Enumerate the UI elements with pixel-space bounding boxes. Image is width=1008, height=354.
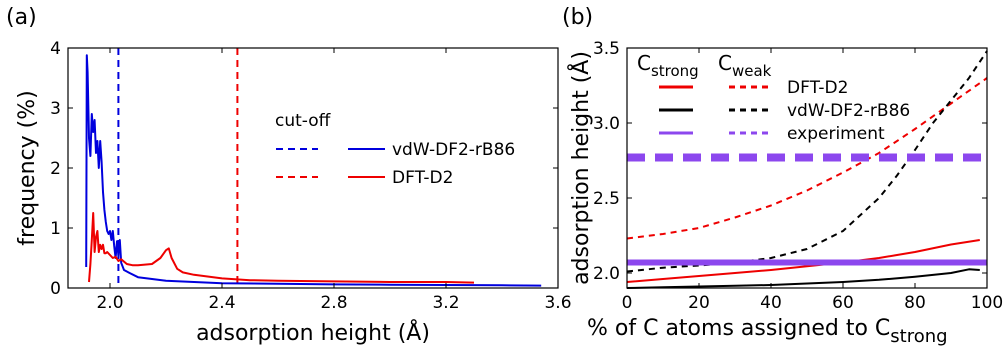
legend-b-dft-label: DFT-D2 xyxy=(787,78,848,98)
panel-a-ylabel: frequency (%) xyxy=(15,90,40,245)
legend-b-header-strong: Cstrong xyxy=(637,51,699,80)
ytick-label: 0 xyxy=(50,279,61,299)
ytick-label: 2 xyxy=(50,159,61,179)
legend-b-vdw-label: vdW-DF2-rB86 xyxy=(787,101,910,121)
panel-b-xlabel-main: % of C atoms assigned to C xyxy=(587,316,890,341)
xtick-label: 3.2 xyxy=(432,293,459,313)
ytick-label: 3 xyxy=(50,99,61,119)
xtick-label: 100 xyxy=(971,293,1003,313)
legend-a-dft-label: DFT-D2 xyxy=(392,168,453,188)
xtick-label: 0 xyxy=(622,293,633,313)
xtick-label: 40 xyxy=(760,293,782,313)
panel-b-plot-area xyxy=(626,50,988,289)
panel-b-chart: 0 20 40 60 80 100 2.0 2.5 3.0 3.5 % of C atoms as… xyxy=(567,39,1003,347)
series-line-vdw-df2-rb86 xyxy=(85,54,542,287)
series-line-vdw-df2-rb86-strong xyxy=(626,268,980,289)
legend-b-header-weak-base: C xyxy=(718,51,732,75)
legend-b-header-weak-sub: weak xyxy=(732,62,772,80)
xtick-label: 60 xyxy=(832,293,854,313)
panel-a-label: (a) xyxy=(6,5,37,30)
ytick-label: 3.0 xyxy=(593,114,620,134)
panel-a-frame xyxy=(67,47,559,289)
legend-a-title: cut-off xyxy=(275,111,332,131)
xtick-label: 2.4 xyxy=(208,293,235,313)
panel-a-ticks: 2.0 2.4 2.8 3.2 3.6 0 1 2 3 4 xyxy=(50,39,571,313)
legend-b-header-strong-sub: strong xyxy=(651,62,699,80)
ytick-label: 2.5 xyxy=(593,189,620,209)
panel-b-ticks: 0 20 40 60 80 100 2.0 2.5 3.0 3.5 xyxy=(593,39,1003,313)
legend-b-header-strong-base: C xyxy=(637,51,651,75)
ytick-label: 1 xyxy=(50,219,61,239)
xtick-label: 80 xyxy=(904,293,926,313)
series-line-dft-d2 xyxy=(88,212,475,284)
panel-a-chart: 2.0 2.4 2.8 3.2 3.6 0 1 2 3 4 adsorption height (… xyxy=(15,39,572,346)
panel-a-plot-area xyxy=(85,48,542,288)
panel-a-xlabel: adsorption height (Å) xyxy=(196,319,430,346)
panel-b-xlabel: % of C atoms assigned to Cstrong xyxy=(587,316,948,347)
legend-b-exp-label: experiment xyxy=(787,124,885,144)
xtick-label: 2.0 xyxy=(96,293,123,313)
panel-b-label: (b) xyxy=(562,5,593,30)
panel-b-xlabel-sub: strong xyxy=(890,326,947,347)
series-line-dft-d2-weak xyxy=(626,77,988,240)
ytick-label: 2.0 xyxy=(593,264,620,284)
ytick-label: 3.5 xyxy=(593,39,620,59)
panel-b-frame xyxy=(626,47,988,289)
legend-b-header-weak: Cweak xyxy=(718,51,772,80)
legend-a-vdw-label: vdW-DF2-rB86 xyxy=(392,140,515,160)
ytick-label: 4 xyxy=(50,39,61,59)
xtick-label: 20 xyxy=(688,293,710,313)
panel-a-legend: cut-off vdW-DF2-rB86 DFT-D2 xyxy=(275,111,515,188)
xtick-label: 2.8 xyxy=(320,293,347,313)
series-line-dft-d2-strong xyxy=(626,239,980,283)
panel-b-legend: Cstrong Cweak DFT-D2 vdW-DF2-rB86 experi… xyxy=(637,51,910,144)
xtick-label: 3.6 xyxy=(544,293,571,313)
panel-b-ylabel: adsorption height (Å) xyxy=(567,51,594,285)
